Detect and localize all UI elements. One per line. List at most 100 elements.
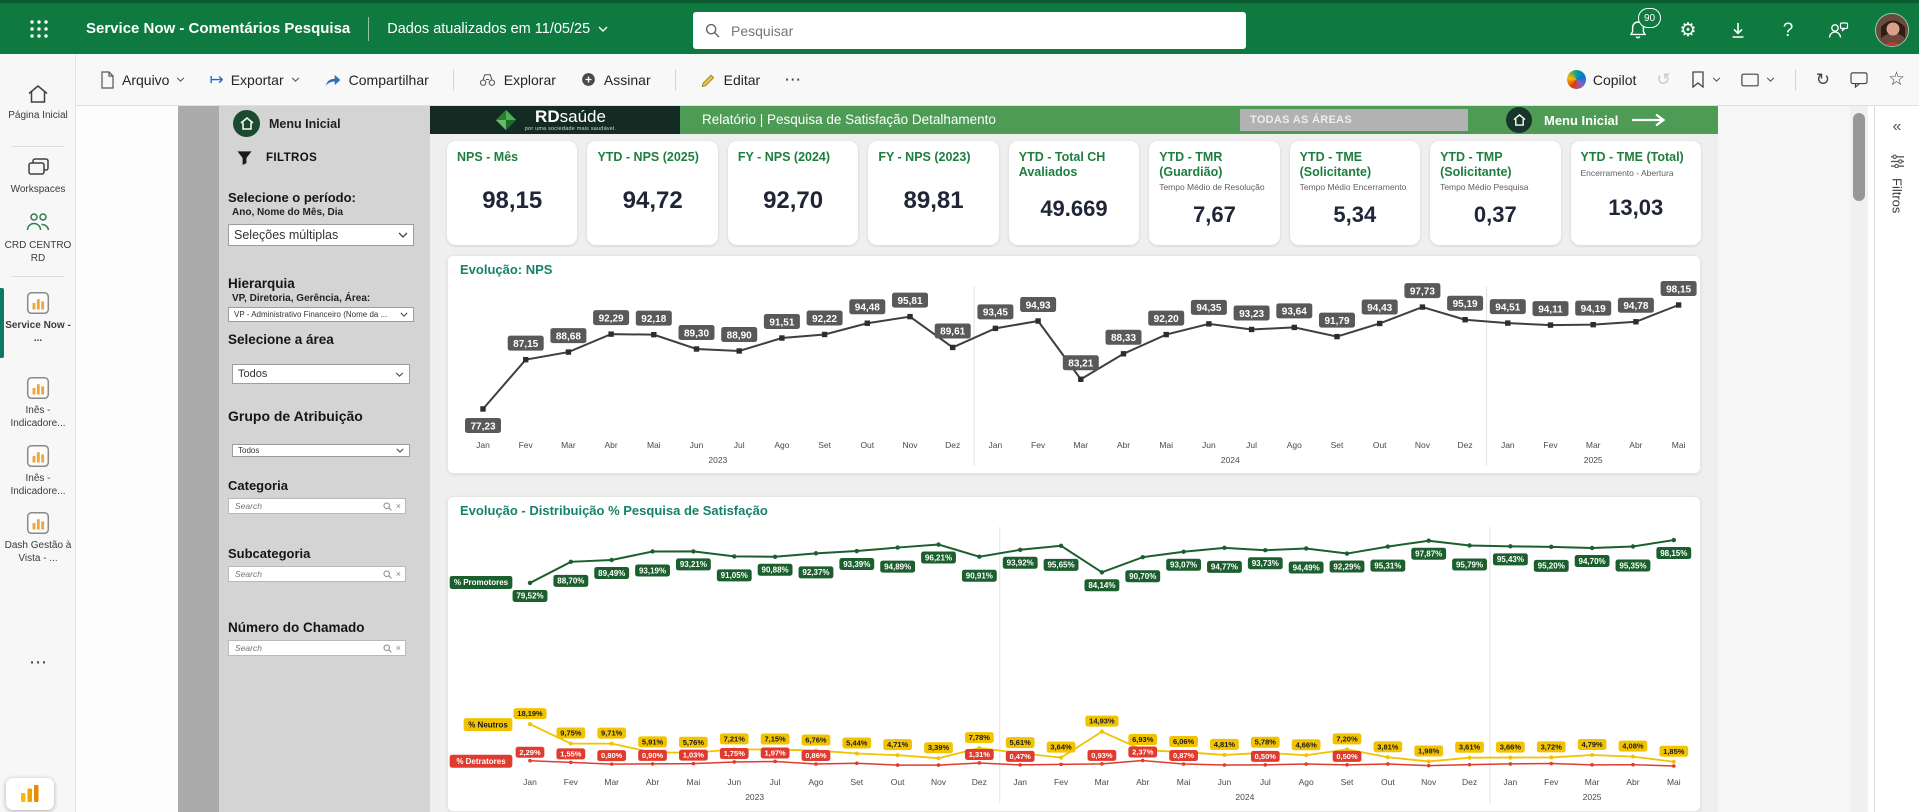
- favorite-button[interactable]: ☆: [1887, 69, 1905, 90]
- nps-evolution-chart[interactable]: Evolução: NPS Jan Fev Mar Abr Mai Jun Jul Ago Se…: [447, 255, 1701, 474]
- svg-text:7,20%: 7,20%: [1336, 734, 1358, 743]
- distribution-line-chart-plot[interactable]: Jan Fev Mar Abr Mai Jun Jul Ago Set Out Nov Dez Jan F…: [448, 519, 1702, 812]
- clear-icon[interactable]: ×: [395, 501, 401, 511]
- header-menu-inicial-button[interactable]: Menu Inicial: [1506, 106, 1668, 134]
- svg-text:9,71%: 9,71%: [601, 729, 623, 738]
- export-menu[interactable]: ↦ Exportar: [209, 71, 299, 88]
- powerbi-badge[interactable]: [6, 778, 54, 810]
- download-button[interactable]: [1725, 17, 1751, 43]
- vertical-scrollbar[interactable]: [1850, 106, 1868, 812]
- svg-text:Mar: Mar: [561, 440, 576, 450]
- svg-text:2,29%: 2,29%: [519, 748, 541, 757]
- nav-service-now-label: Service Now - ...: [5, 320, 71, 344]
- svg-text:0,87%: 0,87%: [1173, 751, 1195, 760]
- help-button[interactable]: ?: [1775, 17, 1801, 43]
- svg-text:0,50%: 0,50%: [1336, 752, 1358, 761]
- nps-line-chart-plot[interactable]: Jan Fev Mar Abr Mai Jun Jul Ago Set Out Nov Dez Jan F…: [448, 278, 1702, 474]
- explore-button[interactable]: Explorar: [478, 72, 556, 88]
- svg-text:92,22: 92,22: [812, 314, 837, 325]
- scrollbar-thumb[interactable]: [1853, 113, 1865, 201]
- notification-count-badge: 90: [1638, 8, 1661, 28]
- svg-text:93,19%: 93,19%: [639, 566, 666, 575]
- svg-text:3,66%: 3,66%: [1500, 743, 1522, 752]
- share-button[interactable]: Compartilhar: [324, 72, 429, 88]
- grupo-dropdown[interactable]: Todos: [232, 444, 410, 457]
- area-dropdown-value: Todos: [238, 368, 268, 380]
- svg-text:92,29%: 92,29%: [1333, 562, 1360, 571]
- edit-button-label: Editar: [723, 71, 761, 88]
- view-menu[interactable]: [1741, 73, 1775, 87]
- hierarchy-dropdown[interactable]: VP - Administrativo Financeiro (Nome da …: [228, 307, 414, 322]
- clear-icon[interactable]: ×: [395, 643, 401, 653]
- global-search[interactable]: [693, 12, 1246, 49]
- nav-report-ines-1[interactable]: Inês - Indicadore...: [0, 375, 76, 430]
- clear-icon[interactable]: ×: [395, 569, 401, 579]
- report-icon: [26, 511, 50, 535]
- svg-text:Fev: Fev: [1031, 440, 1046, 450]
- categoria-search-input[interactable]: [233, 500, 379, 512]
- report-page-title: Relatório | Pesquisa de Satisfação Detal…: [702, 112, 996, 127]
- copilot-button[interactable]: Copilot: [1566, 70, 1636, 89]
- chamado-search-input[interactable]: [233, 642, 379, 654]
- bookmarks-button[interactable]: [1691, 71, 1721, 88]
- nav-home[interactable]: Página Inicial: [0, 82, 76, 123]
- toolbar-divider: [1794, 68, 1796, 91]
- svg-text:3,72%: 3,72%: [1541, 742, 1563, 751]
- area-dropdown[interactable]: Todos: [232, 364, 410, 384]
- expand-pane-button[interactable]: «: [1892, 118, 1902, 135]
- nav-workspaces[interactable]: Workspaces: [0, 156, 76, 197]
- categoria-search[interactable]: ×: [228, 498, 406, 514]
- svg-text:94,51: 94,51: [1495, 302, 1520, 313]
- settings-button[interactable]: ⚙: [1675, 17, 1701, 43]
- nav-crd-centro-rd[interactable]: CRD CENTRO RD: [0, 210, 76, 265]
- comment-button[interactable]: [1850, 71, 1868, 88]
- nav-more-button[interactable]: ⋯: [29, 652, 47, 672]
- nav-report-ines-2[interactable]: Inês - Indicadore...: [0, 443, 76, 498]
- period-dropdown[interactable]: Seleções múltiplas: [228, 224, 414, 246]
- svg-text:1,75%: 1,75%: [724, 749, 746, 758]
- svg-text:88,33: 88,33: [1111, 333, 1136, 344]
- search-input[interactable]: [729, 21, 1234, 40]
- subscribe-button[interactable]: Assinar: [580, 71, 651, 88]
- chevron-down-icon: [177, 77, 185, 82]
- svg-text:0,50%: 0,50%: [1255, 752, 1277, 761]
- svg-text:Abr: Abr: [1136, 777, 1149, 787]
- chart-title: Evolução: NPS: [460, 262, 553, 277]
- distribution-chart[interactable]: Evolução - Distribuição % Pesquisa de Sa…: [447, 496, 1701, 812]
- subcategoria-search[interactable]: ×: [228, 566, 406, 582]
- filter-adjust-icon: [1890, 154, 1904, 168]
- svg-text:91,51: 91,51: [769, 317, 794, 328]
- kpi-ytd-tme-total: YTD - TME (Total) Encerramento - Abertur…: [1570, 141, 1701, 245]
- filters-collapsed-pane[interactable]: « Filtros: [1874, 106, 1919, 812]
- menu-inicial-label: Menu Inicial: [269, 116, 341, 131]
- file-menu[interactable]: Arquivo: [100, 70, 185, 89]
- svg-text:93,23: 93,23: [1239, 309, 1264, 320]
- data-updated-dropdown[interactable]: Dados atualizados em 11/05/25: [387, 21, 608, 37]
- svg-text:Ago: Ago: [774, 440, 789, 450]
- svg-text:77,23: 77,23: [470, 421, 495, 432]
- nav-report-service-now[interactable]: Service Now - ...: [0, 290, 76, 345]
- svg-text:97,87%: 97,87%: [1415, 550, 1442, 559]
- rd-diamond-icon: [495, 109, 516, 131]
- user-avatar[interactable]: [1875, 13, 1909, 47]
- refresh-button[interactable]: ↻: [1815, 70, 1830, 89]
- subcategoria-search-input[interactable]: [233, 568, 379, 580]
- chamado-search[interactable]: ×: [228, 640, 406, 656]
- svg-text:9,75%: 9,75%: [560, 729, 582, 738]
- svg-text:3,39%: 3,39%: [928, 743, 950, 752]
- edit-button[interactable]: Editar: [700, 71, 761, 88]
- menu-inicial-button[interactable]: Menu Inicial: [233, 110, 341, 137]
- view-rectangle-icon: [1741, 73, 1759, 86]
- svg-text:98,15%: 98,15%: [1660, 549, 1687, 558]
- svg-text:92,37%: 92,37%: [802, 568, 829, 577]
- nav-report-dash-gestao[interactable]: Dash Gestão à Vista - ...: [0, 510, 76, 565]
- share-icon: [325, 74, 340, 86]
- kpi-ytd-nps-2025: YTD - NPS (2025) 94,72: [587, 141, 718, 245]
- feedback-button[interactable]: [1825, 17, 1851, 43]
- kpi-ytd-tmr-guardiao: YTD - TMR (Guardião) Tempo Médio de Reso…: [1149, 141, 1280, 245]
- notifications-button[interactable]: 90: [1625, 8, 1661, 43]
- download-icon: [1732, 23, 1744, 38]
- waffle-menu-icon[interactable]: [20, 10, 58, 48]
- more-options-button[interactable]: ⋯: [784, 71, 801, 88]
- period-label: Selecione o período:: [228, 190, 356, 205]
